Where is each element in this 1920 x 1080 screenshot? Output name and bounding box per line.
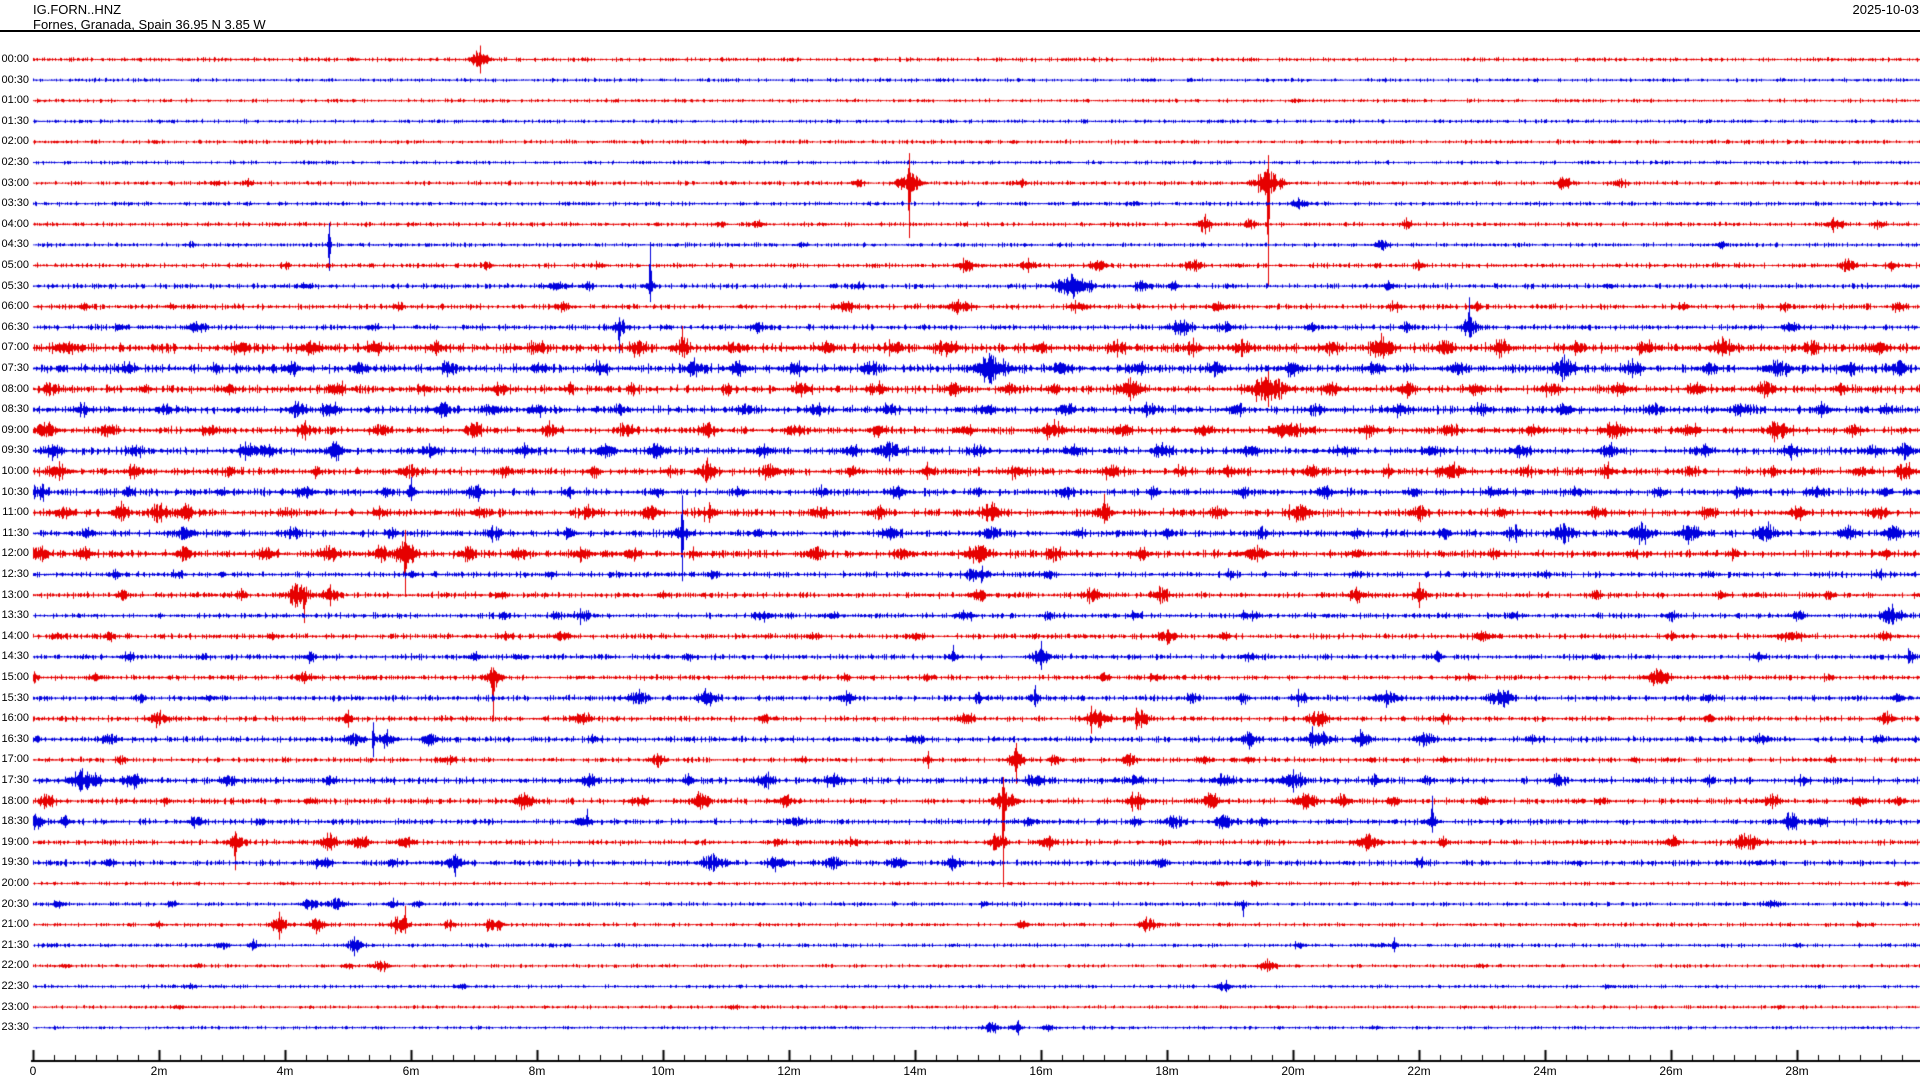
trace-time-label: 10:00: [1, 465, 29, 477]
x-axis-tick-label: 0: [29, 1064, 37, 1078]
trace-time-label: 02:00: [1, 135, 29, 148]
trace-time-label: 18:00: [1, 794, 29, 807]
header-divider: [0, 30, 1920, 32]
trace-time-label: 00:30: [1, 73, 29, 86]
trace-time-label: 12:00: [1, 547, 29, 560]
trace-time-label: 21:30: [1, 938, 29, 951]
trace-time-label: 07:00: [1, 341, 29, 354]
trace-time-label: 02:30: [1, 156, 29, 168]
trace-time-label: 04:00: [1, 217, 29, 230]
trace-time-label: 01:00: [1, 94, 29, 107]
trace-time-label: 03:00: [1, 176, 29, 189]
x-axis-tick-label: 8m: [528, 1064, 546, 1078]
x-axis-tick-label: 10m: [651, 1064, 675, 1078]
station-id: IG.FORN..HNZ: [33, 2, 122, 17]
trace-time-label: 01:30: [1, 114, 29, 127]
x-axis-tick-label: 20m: [1281, 1064, 1305, 1078]
x-axis-tick-label: 6m: [402, 1064, 420, 1078]
x-axis-tick-label: 4m: [276, 1064, 294, 1078]
trace-time-label: 19:00: [1, 835, 29, 848]
trace-time-label: 23:30: [1, 1021, 29, 1034]
trace-time-label: 17:30: [1, 774, 29, 786]
trace-time-label: 15:00: [1, 671, 29, 683]
trace-time-label: 00:00: [1, 53, 29, 65]
x-axis-tick-label: 2m: [150, 1064, 168, 1078]
trace-time-label: 06:30: [1, 320, 29, 333]
trace-time-label: 06:00: [1, 300, 29, 313]
trace-time-label: 21:00: [1, 918, 29, 931]
trace-time-label: 23:00: [1, 1000, 29, 1013]
trace-time-label: 14:30: [1, 650, 29, 663]
trace-time-label: 07:30: [1, 362, 29, 374]
x-axis-tick-label: 26m: [1659, 1064, 1683, 1078]
trace-time-label: 14:00: [1, 629, 29, 642]
trace-time-label: 20:30: [1, 897, 29, 910]
trace-time-label: 03:30: [1, 197, 29, 210]
trace-time-label: 13:30: [1, 609, 29, 622]
trace-time-label: 08:00: [1, 382, 29, 395]
trace-time-label: 15:30: [1, 691, 29, 704]
trace-time-label: 10:30: [1, 485, 29, 498]
trace-time-label: 11:00: [2, 506, 29, 519]
trace-time-label: 09:30: [1, 444, 29, 457]
plot-date: 2025-10-03: [1852, 2, 1920, 17]
x-axis-tick-label: 24m: [1533, 1064, 1557, 1078]
trace-time-label: 22:30: [1, 980, 29, 992]
x-axis-tick-label: 18m: [1155, 1064, 1179, 1078]
trace-time-label: 05:30: [1, 279, 29, 292]
trace-time-label: 19:30: [1, 856, 29, 869]
trace-time-label: 08:30: [1, 403, 29, 416]
x-axis-tick-label: 12m: [777, 1064, 801, 1078]
trace-time-label: 20:00: [1, 877, 29, 889]
trace-time-label: 13:00: [1, 588, 29, 601]
station-location: Fornes, Granada, Spain 36.95 N 3.85 W: [33, 17, 266, 32]
trace-time-label: 11:30: [2, 526, 29, 539]
x-axis-tick-label: 14m: [903, 1064, 927, 1078]
trace-time-label: 12:30: [1, 568, 29, 580]
trace-time-label: 09:00: [1, 423, 29, 436]
trace-time-label: 22:00: [1, 959, 29, 972]
trace-time-label: 16:30: [1, 732, 29, 745]
x-axis-tick-label: 22m: [1407, 1064, 1431, 1078]
x-axis-tick-label: 28m: [1785, 1064, 1809, 1078]
trace-time-label: 18:30: [1, 815, 29, 828]
trace-time-label: 05:00: [1, 259, 29, 271]
x-axis-tick-label: 16m: [1029, 1064, 1053, 1078]
trace-time-label: 04:30: [1, 238, 29, 251]
trace-time-label: 16:00: [1, 712, 29, 725]
trace-time-label: 17:00: [1, 753, 29, 766]
